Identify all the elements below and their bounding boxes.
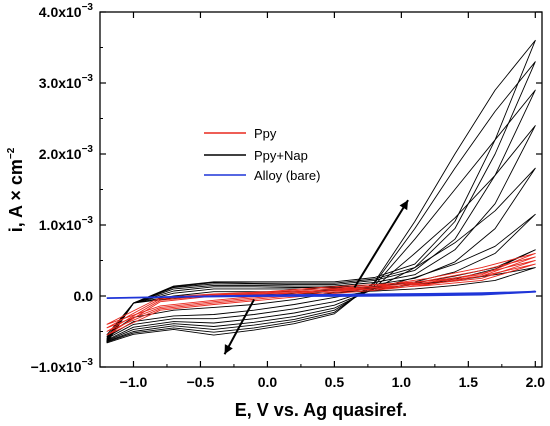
cv-cycle-line — [106, 249, 536, 338]
x-tick-label: 0.5 — [325, 374, 345, 390]
x-tick-label: −0.5 — [187, 374, 215, 390]
y-tick-label: 2.0x10−3 — [39, 144, 94, 162]
y-tick-label: 0.0 — [74, 288, 94, 304]
arrow-shaft — [223, 299, 255, 355]
y-tick-mantissa: 3.0x10 — [39, 75, 82, 91]
x-tick-label: 1.0 — [392, 374, 412, 390]
y-tick-label: 3.0x10−3 — [39, 73, 94, 91]
y-axis-title: i, A × cm−2 — [6, 147, 26, 232]
x-tick-label: 2.0 — [526, 374, 546, 390]
x-tick-label: 1.5 — [459, 374, 479, 390]
x-axis-title: E, V vs. Ag quasiref. — [235, 400, 407, 420]
y-tick-exponent: −3 — [82, 2, 94, 13]
arrow-shaft — [353, 199, 409, 289]
x-tick-labels: −1.0 −0.5 0.0 0.5 1.0 1.5 2.0 — [120, 374, 546, 390]
y-tick-labels: −1.0x10−30.01.0x10−32.0x10−33.0x10−34.0x… — [31, 2, 94, 375]
series-layer — [106, 39, 537, 344]
axis-ticks — [100, 11, 542, 368]
cv-cycle-line — [106, 167, 536, 341]
y-tick-mantissa: 0.0 — [74, 288, 94, 304]
arrow-layer — [223, 199, 409, 355]
cv-cycle-line — [106, 263, 536, 336]
cycle-direction-arrow — [353, 199, 409, 289]
cv-cycle-line — [106, 256, 536, 329]
cv-cycle-line — [106, 213, 536, 339]
cv-cycle-line — [106, 39, 536, 344]
y-axis-title-exponent: −2 — [6, 147, 17, 159]
cv-cycle-line — [106, 61, 536, 343]
y-axis-title-main: i, A × cm — [6, 159, 26, 232]
arrow-head — [224, 344, 233, 355]
y-tick-exponent: −3 — [82, 215, 94, 226]
cv-cycle-line — [106, 260, 536, 332]
y-axis-title-text: i, A × cm−2 — [6, 147, 26, 232]
x-tick-label: −1.0 — [120, 374, 148, 390]
y-tick-mantissa: 4.0x10 — [39, 4, 82, 20]
arrow-head — [399, 200, 409, 211]
y-tick-mantissa: 2.0x10 — [39, 146, 82, 162]
series-alloy-bare — [106, 290, 537, 299]
legend: Ppy Ppy+Nap Alloy (bare) — [204, 126, 320, 183]
y-tick-mantissa: −1.0x10 — [31, 359, 82, 375]
cv-cycle-line — [106, 290, 537, 299]
x-tick-label: 0.0 — [258, 374, 278, 390]
y-tick-exponent: −3 — [82, 357, 94, 368]
y-tick-label: 4.0x10−3 — [39, 2, 94, 20]
cv-cycle-line — [106, 125, 536, 342]
y-tick-exponent: −3 — [82, 73, 94, 84]
legend-label-alloy-bare: Alloy (bare) — [254, 168, 320, 183]
legend-label-ppy-nap: Ppy+Nap — [254, 148, 308, 163]
legend-label-ppy: Ppy — [254, 126, 277, 141]
cycle-direction-arrow — [223, 299, 255, 355]
y-tick-exponent: −3 — [82, 144, 94, 155]
y-tick-mantissa: 1.0x10 — [39, 217, 82, 233]
y-tick-label: −1.0x10−3 — [31, 357, 94, 375]
y-tick-label: 1.0x10−3 — [39, 215, 94, 233]
